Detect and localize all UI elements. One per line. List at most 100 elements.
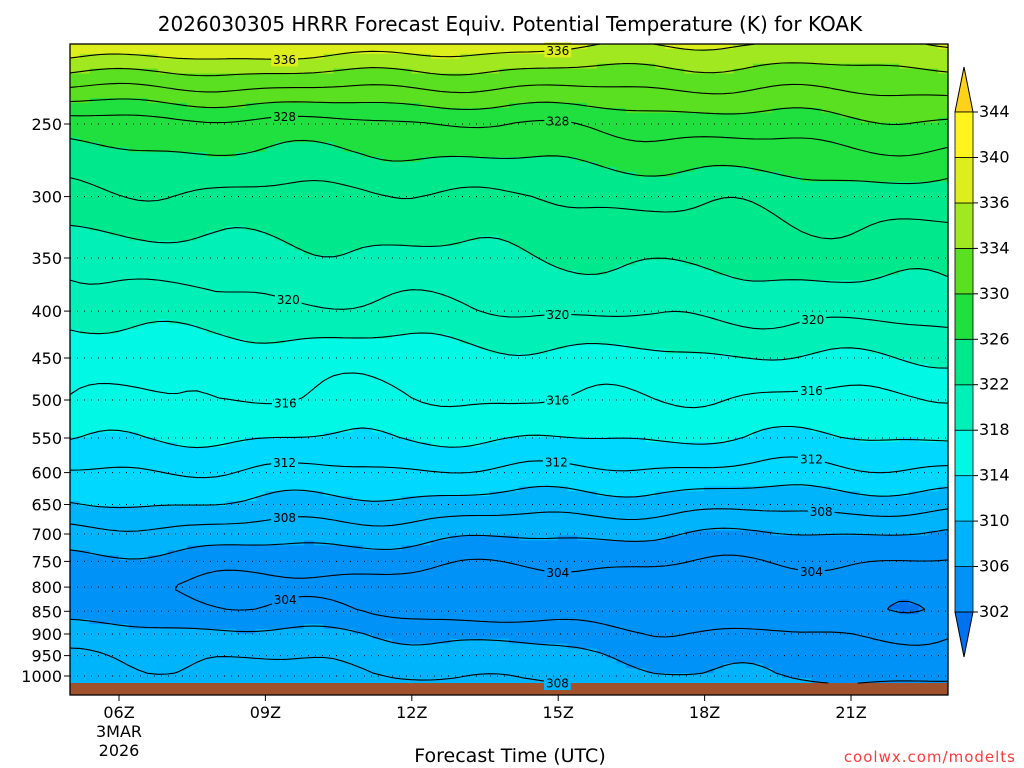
contour-cell <box>587 73 598 80</box>
contour-cell <box>509 181 520 188</box>
contour-cell <box>226 284 237 291</box>
contour-cell <box>889 275 900 281</box>
contour-cell <box>528 260 539 266</box>
contour-cell <box>235 137 247 143</box>
contour-cell <box>372 299 383 306</box>
contour-cell <box>801 265 813 271</box>
contour-cell <box>460 309 471 315</box>
contour-cell <box>372 147 383 153</box>
contour-cell <box>821 279 832 286</box>
contour-cell <box>772 309 783 315</box>
contour-cell <box>830 147 842 153</box>
contour-cell <box>655 93 666 99</box>
contour-cell <box>216 44 227 50</box>
contour-cell <box>596 284 608 291</box>
contour-cell <box>811 250 822 256</box>
contour-cell <box>645 220 656 227</box>
contour-cell <box>577 176 588 183</box>
contour-cell <box>187 68 198 75</box>
contour-cell <box>109 309 120 315</box>
contour-cell <box>811 220 822 227</box>
contour-cell <box>762 152 773 158</box>
contour-cell <box>567 98 578 104</box>
contour-cell <box>528 152 539 158</box>
contour-cell <box>333 142 344 148</box>
contour-cell <box>352 294 364 301</box>
contour-cell <box>479 98 491 104</box>
contour-cell <box>655 53 666 60</box>
contour-cell <box>304 93 315 99</box>
contour-cell <box>772 152 783 158</box>
contour-cell <box>469 255 481 261</box>
contour-cell <box>577 270 588 276</box>
contour-cell <box>713 117 725 124</box>
contour-cell <box>128 294 139 301</box>
contour-cell <box>626 132 637 138</box>
contour-cell <box>255 216 266 222</box>
contour-cell <box>596 88 608 94</box>
contour-cell <box>743 53 754 60</box>
contour-cell <box>118 78 130 84</box>
contour-cell <box>879 122 891 129</box>
contour-cell <box>567 48 578 55</box>
contour-cell <box>294 53 305 60</box>
contour-cell <box>304 289 315 296</box>
contour-cell <box>557 142 569 148</box>
contour-cell <box>499 250 510 256</box>
contour-cell <box>255 284 266 291</box>
contour-cell <box>577 284 588 291</box>
contour-cell <box>743 176 754 183</box>
contour-cell <box>509 127 520 134</box>
contour-cell <box>469 260 481 266</box>
contour-cell <box>674 186 686 193</box>
contour-cell <box>499 73 510 80</box>
contour-cell <box>635 157 647 163</box>
contour-cell <box>401 279 413 286</box>
contour-cell <box>333 270 344 276</box>
contour-cell <box>187 314 198 320</box>
contour-cell <box>421 73 432 80</box>
contour-cell <box>187 147 198 153</box>
contour-cell <box>226 191 237 197</box>
contour-cell <box>665 206 676 212</box>
contour-cell <box>704 142 715 148</box>
contour-cell <box>752 102 764 109</box>
contour-cell <box>148 142 159 148</box>
contour-cell <box>509 98 520 104</box>
contour-cell <box>421 127 432 134</box>
contour-cell <box>352 201 364 207</box>
contour-cell <box>694 191 705 197</box>
contour-cell <box>713 147 725 153</box>
contour-cell <box>421 53 432 60</box>
contour-cell <box>704 147 715 153</box>
contour-cell <box>704 137 715 143</box>
contour-cell <box>372 122 383 129</box>
contour-cell <box>518 157 530 163</box>
contour-cell <box>148 186 159 193</box>
contour-cell <box>674 58 686 65</box>
contour-cell <box>304 240 315 247</box>
contour-cell <box>830 137 842 143</box>
contour-cell <box>528 289 539 296</box>
contour-cell <box>674 147 686 153</box>
contour-cell <box>499 220 510 227</box>
contour-cell <box>567 102 578 109</box>
contour-cell <box>509 102 520 109</box>
contour-cell <box>743 63 754 70</box>
contour-cell <box>187 93 198 99</box>
contour-cell <box>811 157 822 163</box>
contour-cell <box>255 314 266 320</box>
contour-cell <box>167 68 178 75</box>
contour-cell <box>313 216 325 222</box>
contour-cell <box>821 240 832 247</box>
contour-cell <box>626 117 637 124</box>
contour-cell <box>713 48 725 55</box>
contour-cell <box>694 63 705 70</box>
contour-cell <box>118 260 130 266</box>
contour-cell <box>860 250 871 256</box>
contour-cell <box>187 196 198 202</box>
contour-cell <box>313 230 325 237</box>
contour-cell <box>187 201 198 207</box>
contour-cell <box>118 117 130 124</box>
contour-cell <box>313 127 325 134</box>
